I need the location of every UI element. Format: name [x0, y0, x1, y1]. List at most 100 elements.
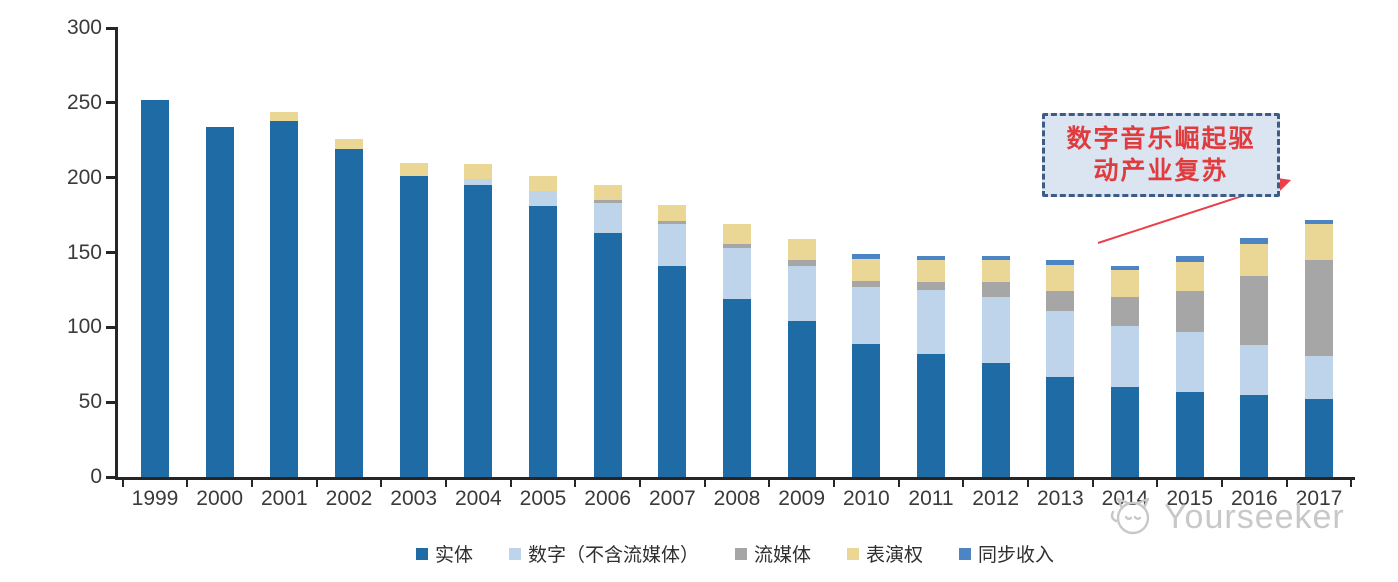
bar-segment-physical-2002	[335, 149, 363, 477]
x-label-2003: 2003	[390, 487, 438, 510]
bar-segment-digital-excl-streaming-2009	[787, 265, 816, 322]
bar-segment-sync-revenue-2015	[1175, 255, 1204, 262]
bar-2010	[852, 254, 881, 477]
legend-label-performance-rights: 表演权	[866, 545, 924, 566]
legend-swatch-digital-excl-streaming	[508, 547, 521, 560]
annotation-text-line2: 动产业复苏	[1093, 157, 1229, 185]
bar-segment-digital-excl-streaming-2010	[852, 286, 881, 344]
bar-2001	[270, 111, 299, 477]
bar-segment-streaming-2008	[723, 243, 751, 249]
bar-segment-performance-rights-2006	[593, 185, 622, 201]
bar-2000	[205, 126, 234, 477]
bar-segment-sync-revenue-2011	[917, 255, 945, 261]
x-label-2008: 2008	[713, 487, 761, 510]
x-tick	[833, 480, 835, 487]
x-axis-line	[115, 477, 1355, 480]
bar-segment-performance-rights-2014	[1111, 270, 1139, 298]
bar-segment-physical-2008	[723, 298, 751, 477]
bar-segment-physical-2006	[593, 233, 622, 477]
y-tick-label-50: 50	[78, 390, 102, 414]
bar-segment-sync-revenue-2010	[852, 254, 881, 259]
bar-segment-digital-excl-streaming-2007	[658, 224, 687, 266]
x-label-2010: 2010	[842, 487, 890, 510]
bar-segment-performance-rights-2009	[787, 239, 816, 260]
bar-segment-physical-2009	[787, 321, 816, 477]
watermark: Yourseeker	[1108, 494, 1345, 540]
bar-segment-physical-2012	[981, 363, 1010, 477]
y-tick-100	[106, 325, 116, 329]
x-label-2015: 2015	[1166, 487, 1214, 510]
bar-segment-digital-excl-streaming-2012	[981, 297, 1010, 364]
y-tick-label-300: 300	[66, 16, 102, 39]
bar-2011	[917, 255, 945, 477]
x-tick	[509, 480, 512, 487]
x-label-2004: 2004	[454, 487, 502, 510]
bar-2007	[658, 204, 687, 477]
x-label-2001: 2001	[260, 487, 308, 510]
bar-segment-streaming-2007	[658, 221, 687, 225]
legend-item-sync-revenue: 同步收入	[959, 540, 1054, 567]
y-tick-150	[106, 251, 116, 254]
bar-segment-physical-2007	[658, 265, 687, 477]
x-tick	[186, 480, 189, 487]
x-tick	[1350, 480, 1353, 487]
x-label-2012: 2012	[972, 487, 1020, 510]
bar-segment-performance-rights-2010	[852, 258, 881, 281]
bar-segment-physical-2016	[1240, 394, 1269, 477]
bar-segment-performance-rights-2003	[399, 162, 428, 177]
bar-2015	[1175, 255, 1204, 477]
x-tick	[574, 480, 577, 487]
bar-segment-streaming-2013	[1046, 291, 1075, 311]
bar-segment-streaming-2017	[1305, 260, 1333, 356]
bar-2008	[723, 224, 751, 477]
bar-segment-performance-rights-2001	[270, 111, 299, 121]
y-tick-label-250: 250	[66, 90, 102, 114]
legend-label-physical: 实体	[434, 545, 473, 566]
bar-2002	[335, 138, 363, 477]
bar-segment-physical-1999	[141, 99, 169, 477]
bar-segment-streaming-2015	[1175, 291, 1204, 332]
legend-swatch-performance-rights	[847, 547, 859, 560]
bar-segment-sync-revenue-2016	[1240, 237, 1269, 244]
bar-segment-physical-2010	[852, 343, 881, 477]
x-tick	[962, 480, 965, 487]
legend-label-sync-revenue: 同步收入	[978, 545, 1055, 566]
bar-segment-performance-rights-2012	[981, 260, 1010, 283]
bar-segment-streaming-2014	[1111, 297, 1139, 326]
bar-segment-digital-excl-streaming-2004	[464, 179, 493, 186]
legend-item-digital-excl-streaming: 数字（不含流媒体）	[508, 540, 699, 567]
legend-swatch-physical	[415, 547, 428, 560]
x-label-2016: 2016	[1230, 487, 1278, 510]
legend-swatch-streaming	[734, 547, 747, 560]
bar-segment-streaming-2016	[1240, 276, 1269, 346]
x-tick	[1156, 480, 1159, 487]
legend-label-digital-excl-streaming: 数字（不含流媒体）	[527, 545, 699, 566]
legend-item-physical: 实体	[415, 540, 473, 567]
x-tick	[445, 480, 447, 487]
bar-segment-performance-rights-2017	[1305, 224, 1333, 261]
bar-1999	[141, 99, 169, 477]
bar-2009	[787, 239, 816, 477]
bar-2004	[464, 164, 493, 477]
x-label-2011: 2011	[908, 487, 954, 510]
bar-segment-digital-excl-streaming-2016	[1240, 345, 1269, 395]
bar-segment-performance-rights-2002	[335, 138, 363, 150]
bar-segment-physical-2004	[464, 185, 493, 477]
bar-segment-physical-2015	[1175, 391, 1204, 477]
y-axis-line	[115, 27, 118, 480]
bar-segment-streaming-2010	[852, 280, 881, 287]
x-label-2000: 2000	[196, 487, 244, 510]
x-tick	[1221, 480, 1223, 487]
x-tick	[1285, 480, 1288, 487]
bar-segment-performance-rights-2007	[658, 204, 687, 222]
bar-segment-digital-excl-streaming-2014	[1111, 325, 1139, 388]
x-tick	[703, 480, 706, 487]
bar-2014	[1111, 266, 1139, 477]
x-tick	[1027, 480, 1029, 487]
bar-segment-performance-rights-2013	[1046, 264, 1075, 292]
bar-2003	[399, 162, 428, 477]
legend: 实体 数字（不含流媒体） 流媒体 表演权 同步收入	[115, 540, 1355, 567]
bar-segment-physical-2017	[1305, 399, 1333, 477]
legend-item-performance-rights: 表演权	[847, 540, 923, 567]
